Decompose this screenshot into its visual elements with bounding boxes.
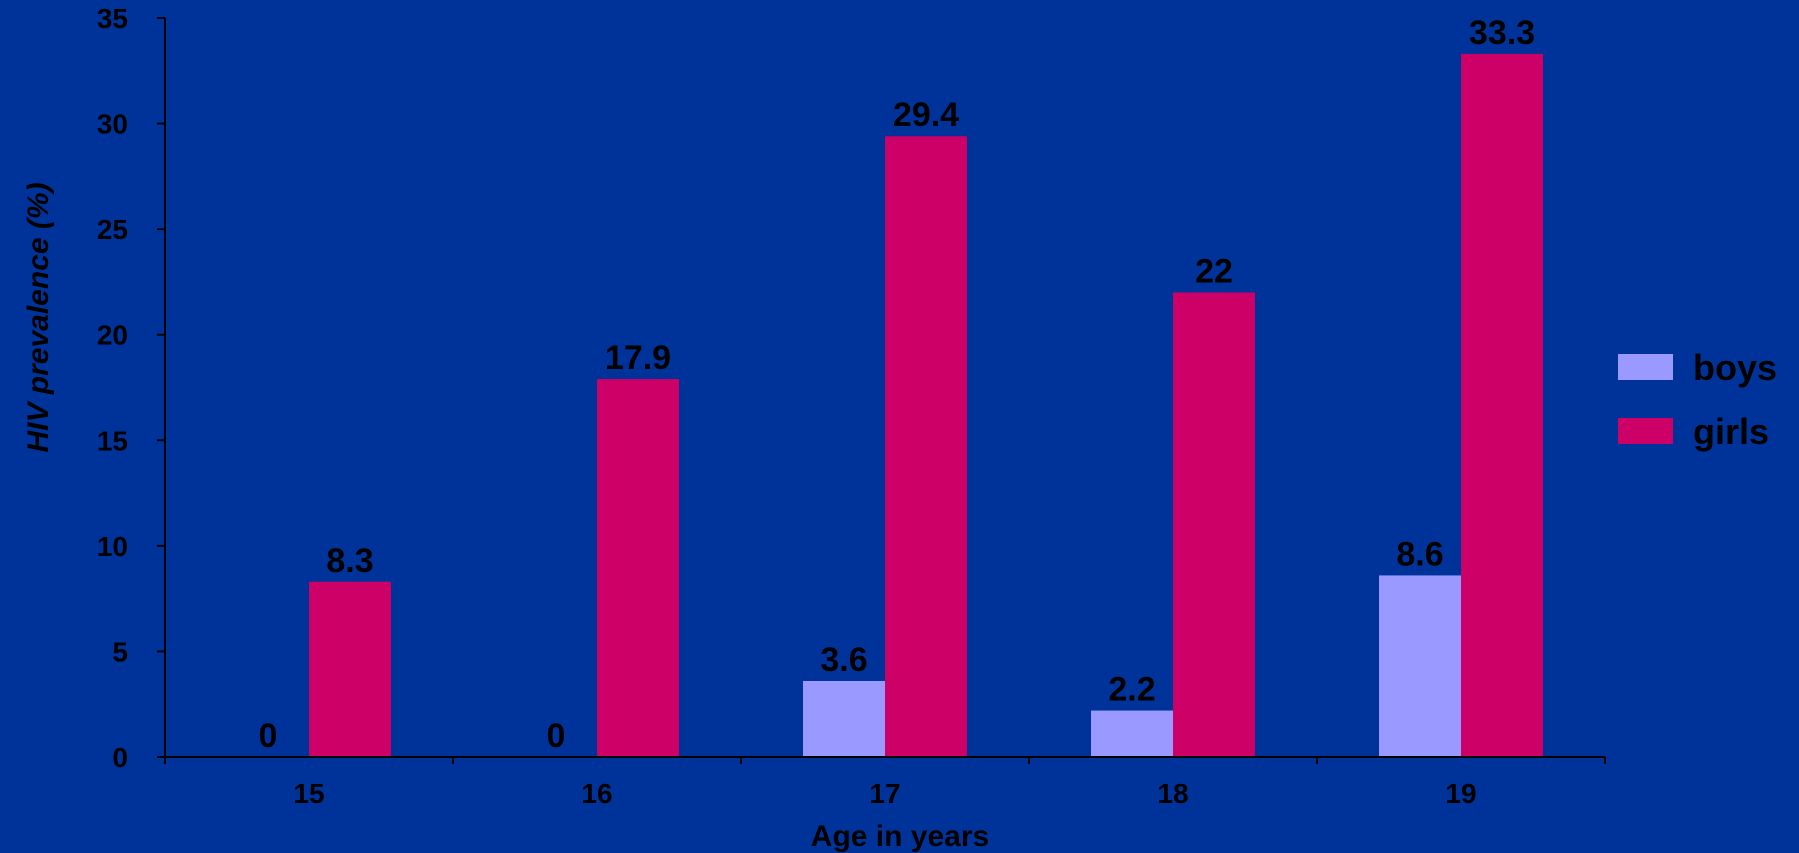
bar-girls-17 (885, 136, 967, 758)
bars (309, 53, 1543, 758)
y-tick-label: 35 (97, 3, 128, 34)
data-label-boys-15: 0 (259, 717, 278, 755)
data-label-boys-18: 2.2 (1108, 671, 1155, 709)
y-tick-label: 10 (97, 531, 128, 562)
data-label-boys-16: 0 (547, 717, 566, 755)
legend-label-girls: girls (1693, 411, 1769, 452)
bar-girls-18 (1173, 292, 1255, 757)
data-label-girls-17: 29.4 (893, 96, 959, 134)
y-tick-label: 25 (97, 214, 128, 245)
data-label-girls-15: 8.3 (326, 542, 373, 580)
y-tick-label: 20 (97, 320, 128, 351)
data-label-boys-19: 8.6 (1396, 535, 1443, 573)
legend-swatch-girls (1618, 418, 1673, 444)
x-axis-ticks: 15 16 17 18 19 (164, 757, 1606, 809)
x-tick-label: 19 (1445, 778, 1476, 809)
y-tick-label: 0 (112, 742, 128, 773)
y-tick-label: 30 (97, 109, 128, 140)
y-tick-label: 15 (97, 425, 128, 456)
data-label-boys-17: 3.6 (820, 641, 867, 679)
y-axis-ticks: 0 5 10 15 20 25 30 35 (97, 3, 165, 773)
data-labels: 0 0 3.6 2.2 8.6 8.3 17.9 29.4 22 33.3 (259, 14, 1536, 755)
x-tick-label: 16 (581, 778, 612, 809)
x-tick-label: 15 (293, 778, 324, 809)
x-tick-label: 18 (1157, 778, 1188, 809)
data-label-girls-19: 33.3 (1469, 14, 1535, 52)
data-label-girls-18: 22 (1195, 252, 1233, 290)
bar-boys-17 (803, 680, 885, 757)
data-label-girls-16: 17.9 (605, 339, 671, 377)
x-axis-title: Age in years (811, 820, 989, 853)
legend-swatch-boys (1618, 354, 1673, 380)
y-tick-label: 5 (112, 636, 128, 667)
legend-label-boys: boys (1693, 347, 1777, 388)
y-axis-title: HIV prevalence (%) (22, 182, 55, 452)
legend: boys girls (1618, 347, 1777, 452)
x-tick-label: 17 (869, 778, 900, 809)
bar-girls-15 (309, 581, 391, 757)
bar-girls-19 (1461, 53, 1543, 757)
bar-girls-16 (597, 379, 679, 757)
bar-boys-18 (1091, 710, 1173, 757)
bar-boys-19 (1379, 575, 1461, 757)
